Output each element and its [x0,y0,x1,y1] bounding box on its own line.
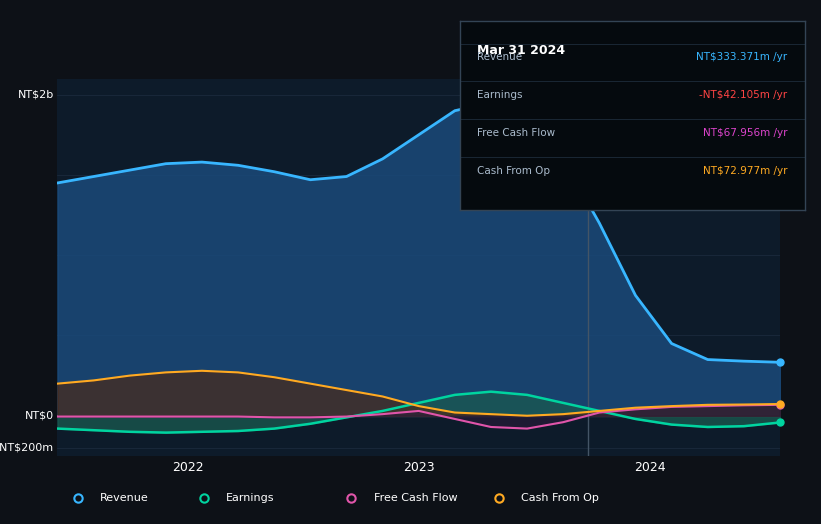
Text: NT$67.956m /yr: NT$67.956m /yr [703,128,787,138]
Text: NT$2b: NT$2b [17,90,54,100]
Text: Earnings: Earnings [477,90,522,100]
Text: Cash From Op: Cash From Op [477,166,550,176]
Text: Free Cash Flow: Free Cash Flow [374,493,457,503]
Text: NT$72.977m /yr: NT$72.977m /yr [703,166,787,176]
Text: Cash From Op: Cash From Op [521,493,599,503]
Text: Revenue: Revenue [477,52,522,62]
Text: NT$333.371m /yr: NT$333.371m /yr [696,52,787,62]
Text: Revenue: Revenue [100,493,149,503]
Text: Earnings: Earnings [226,493,274,503]
Text: Free Cash Flow: Free Cash Flow [477,128,555,138]
Text: -NT$200m: -NT$200m [0,443,54,453]
Text: Past: Past [746,90,773,103]
Text: Mar 31 2024: Mar 31 2024 [477,43,565,57]
Text: NT$0: NT$0 [25,411,54,421]
Text: -NT$42.105m /yr: -NT$42.105m /yr [699,90,787,100]
